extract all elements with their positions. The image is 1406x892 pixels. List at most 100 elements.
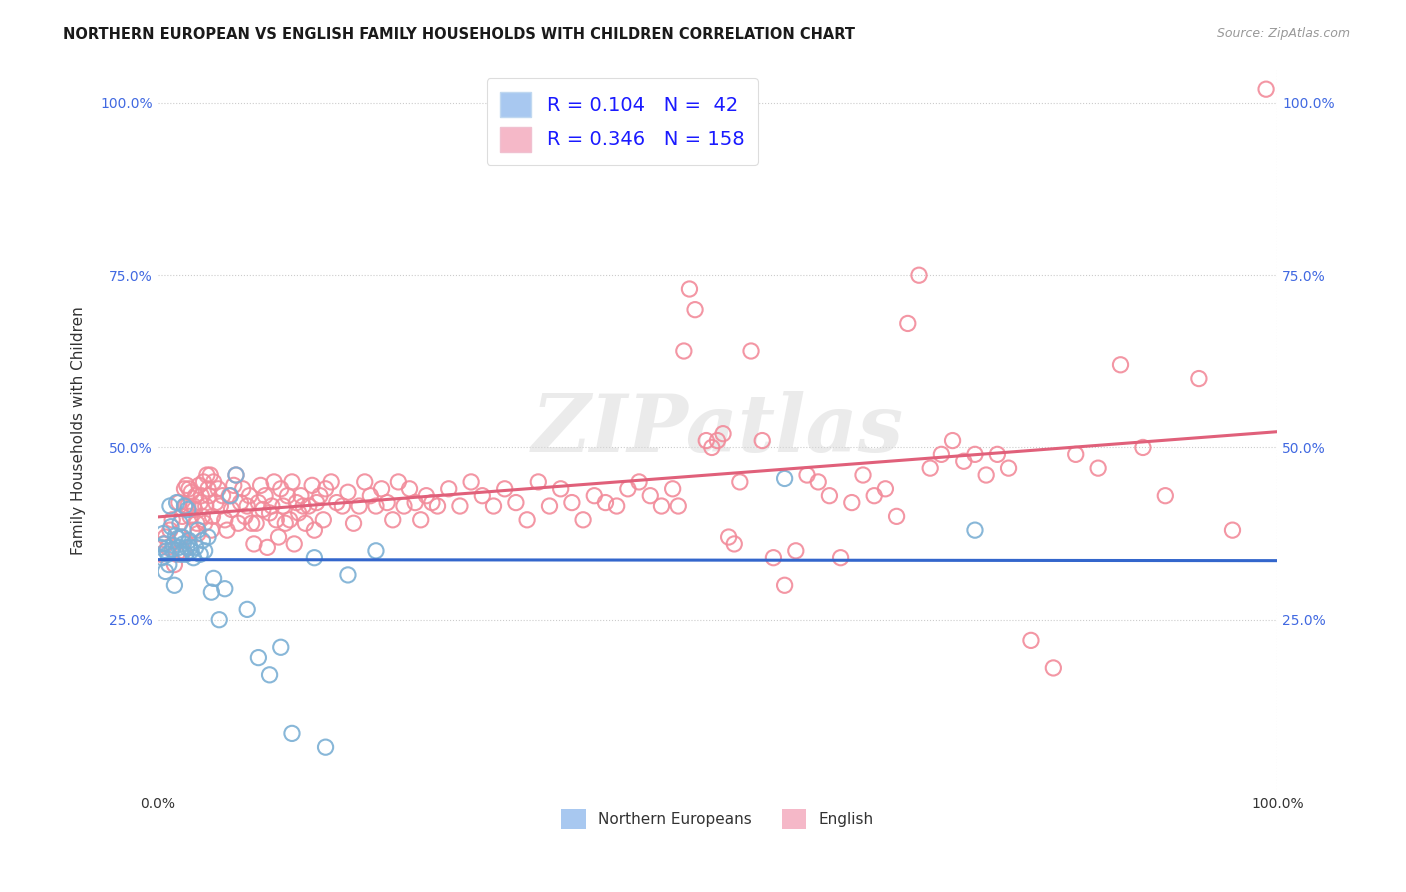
Point — [796, 468, 818, 483]
Point — [336, 568, 359, 582]
Point — [254, 489, 277, 503]
Point — [449, 499, 471, 513]
Point — [266, 513, 288, 527]
Point — [312, 513, 335, 527]
Point — [381, 513, 404, 527]
Point — [1154, 489, 1177, 503]
Point — [292, 499, 315, 513]
Text: NORTHERN EUROPEAN VS ENGLISH FAMILY HOUSEHOLDS WITH CHILDREN CORRELATION CHART: NORTHERN EUROPEAN VS ENGLISH FAMILY HOUS… — [63, 27, 855, 42]
Point — [247, 495, 270, 509]
Point — [1222, 523, 1244, 537]
Point — [232, 482, 254, 496]
Point — [249, 478, 271, 492]
Point — [305, 495, 328, 509]
Point — [166, 495, 188, 509]
Point — [183, 550, 205, 565]
Point — [942, 434, 965, 448]
Point — [180, 485, 202, 500]
Point — [194, 544, 217, 558]
Point — [717, 530, 740, 544]
Point — [353, 475, 375, 489]
Point — [274, 516, 297, 531]
Point — [638, 489, 661, 503]
Point — [194, 516, 217, 531]
Point — [908, 268, 931, 283]
Point — [359, 489, 381, 503]
Point — [364, 544, 387, 558]
Point — [672, 344, 695, 359]
Point — [200, 585, 222, 599]
Point — [706, 434, 728, 448]
Point — [375, 495, 398, 509]
Point — [200, 523, 222, 537]
Point — [364, 499, 387, 513]
Point — [160, 542, 183, 557]
Point — [471, 489, 494, 503]
Point — [195, 468, 218, 483]
Point — [225, 468, 247, 483]
Point — [156, 541, 179, 555]
Point — [304, 523, 326, 537]
Point — [561, 495, 583, 509]
Point — [785, 544, 807, 558]
Point — [342, 516, 364, 531]
Point — [270, 482, 292, 496]
Point — [177, 499, 200, 513]
Point — [256, 541, 278, 555]
Point — [460, 475, 482, 489]
Point — [678, 282, 700, 296]
Point — [150, 550, 173, 565]
Point — [666, 499, 689, 513]
Point — [181, 523, 204, 537]
Point — [179, 509, 201, 524]
Point — [160, 519, 183, 533]
Point — [997, 461, 1019, 475]
Point — [271, 499, 294, 513]
Point — [807, 475, 830, 489]
Point — [188, 547, 211, 561]
Point — [1087, 461, 1109, 475]
Point — [494, 482, 516, 496]
Point — [278, 513, 301, 527]
Point — [208, 613, 231, 627]
Point — [155, 530, 177, 544]
Point — [202, 475, 225, 489]
Point — [370, 482, 392, 496]
Point — [281, 726, 304, 740]
Point — [700, 441, 723, 455]
Point — [211, 489, 233, 503]
Point — [830, 550, 852, 565]
Point — [931, 447, 953, 461]
Point — [186, 516, 208, 531]
Point — [330, 499, 353, 513]
Point — [183, 502, 205, 516]
Point — [167, 541, 190, 555]
Point — [222, 478, 245, 492]
Y-axis label: Family Households with Children: Family Households with Children — [72, 306, 86, 555]
Point — [267, 530, 290, 544]
Point — [229, 495, 252, 509]
Point — [886, 509, 908, 524]
Point — [198, 489, 221, 503]
Point — [1254, 82, 1277, 96]
Point — [952, 454, 974, 468]
Point — [194, 499, 217, 513]
Point — [398, 482, 420, 496]
Point — [650, 499, 672, 513]
Point — [156, 547, 179, 561]
Point — [167, 495, 190, 509]
Point — [187, 523, 209, 537]
Point — [176, 541, 198, 555]
Point — [1132, 441, 1154, 455]
Point — [218, 489, 240, 503]
Point — [290, 489, 312, 503]
Point — [152, 526, 174, 541]
Point — [191, 509, 214, 524]
Point — [202, 571, 225, 585]
Point — [426, 499, 449, 513]
Point — [283, 537, 305, 551]
Point — [240, 516, 263, 531]
Point — [1019, 633, 1042, 648]
Point — [169, 516, 191, 531]
Point — [270, 640, 292, 655]
